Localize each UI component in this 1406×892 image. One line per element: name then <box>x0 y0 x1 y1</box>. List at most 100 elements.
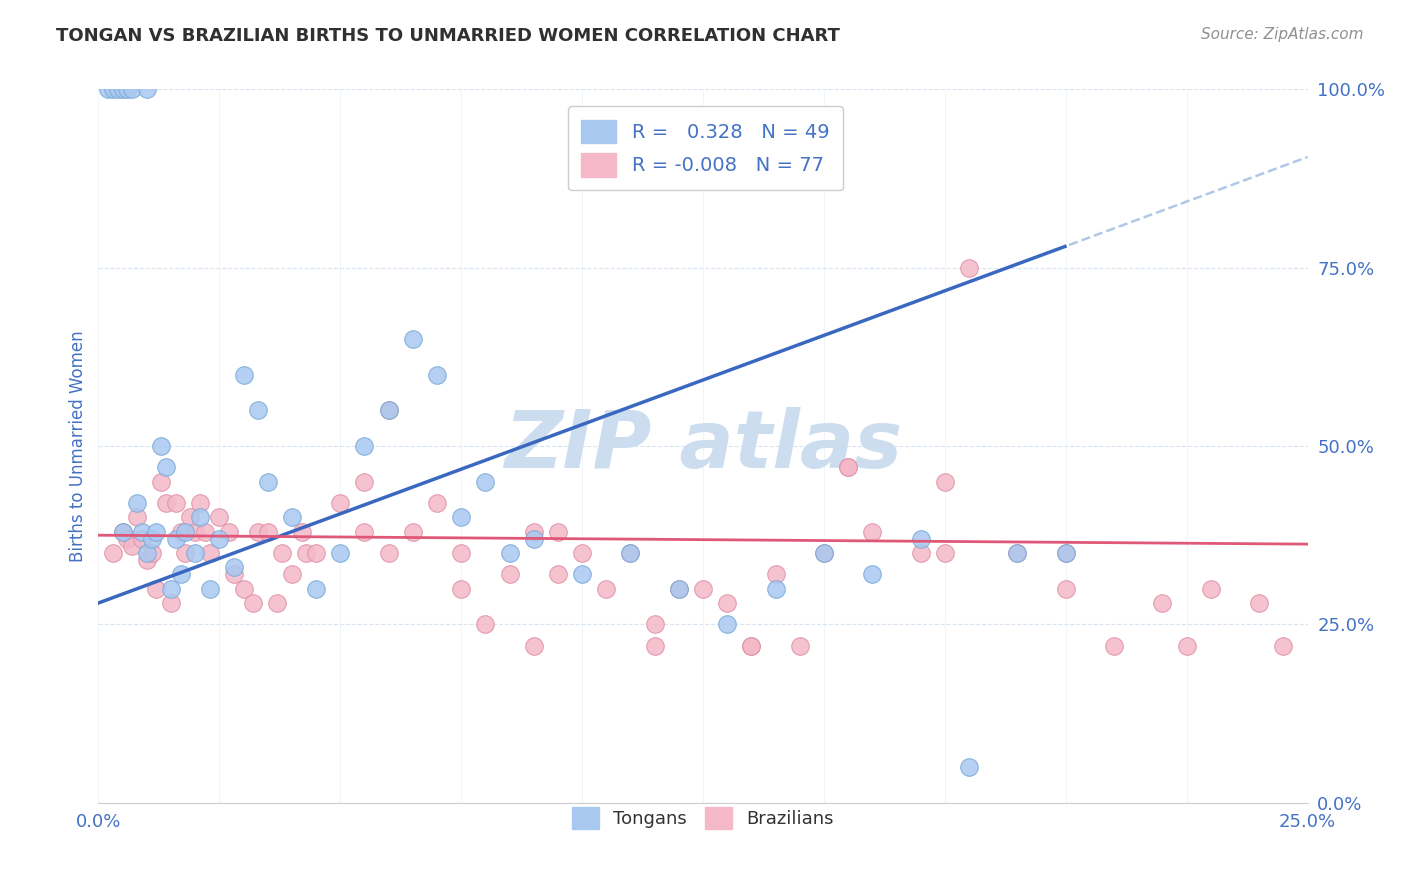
Point <box>97 82 120 96</box>
Y-axis label: Births to Unmarried Women: Births to Unmarried Women <box>69 330 87 562</box>
Point <box>111 524 134 539</box>
Point <box>281 567 304 582</box>
Point <box>107 82 129 96</box>
Point <box>242 596 264 610</box>
Point <box>1007 546 1029 560</box>
Point <box>765 582 787 596</box>
Point <box>1175 639 1198 653</box>
Point <box>117 532 139 546</box>
Point <box>222 567 245 582</box>
Point <box>305 546 328 560</box>
Point <box>135 546 157 560</box>
Point <box>247 524 270 539</box>
Text: Source: ZipAtlas.com: Source: ZipAtlas.com <box>1201 27 1364 42</box>
Point <box>150 475 173 489</box>
Point <box>117 82 139 96</box>
Point <box>644 617 666 632</box>
Point <box>910 532 932 546</box>
Point <box>1054 582 1077 596</box>
Point <box>860 524 883 539</box>
Point <box>101 82 124 96</box>
Point <box>150 439 173 453</box>
Point <box>353 524 375 539</box>
Point <box>179 510 201 524</box>
Point <box>111 524 134 539</box>
Point <box>547 524 569 539</box>
Point <box>377 403 399 417</box>
Point <box>160 582 183 596</box>
Point <box>305 582 328 596</box>
Point <box>141 532 163 546</box>
Point <box>716 617 738 632</box>
Point <box>271 546 294 560</box>
Point <box>571 546 593 560</box>
Point <box>377 403 399 417</box>
Point <box>813 546 835 560</box>
Point <box>910 546 932 560</box>
Point <box>135 82 157 96</box>
Point <box>218 524 240 539</box>
Point <box>135 553 157 567</box>
Point <box>256 524 278 539</box>
Point <box>141 546 163 560</box>
Point <box>426 368 449 382</box>
Point <box>160 596 183 610</box>
Point <box>232 582 254 596</box>
Point <box>198 546 221 560</box>
Point <box>165 532 187 546</box>
Point <box>353 439 375 453</box>
Point <box>208 510 231 524</box>
Point <box>174 546 197 560</box>
Point <box>208 532 231 546</box>
Point <box>934 475 956 489</box>
Point <box>1054 546 1077 560</box>
Point <box>281 510 304 524</box>
Point <box>740 639 762 653</box>
Point <box>1249 596 1271 610</box>
Point <box>198 582 221 596</box>
Point <box>450 546 472 560</box>
Point <box>474 475 496 489</box>
Point <box>377 546 399 560</box>
Point <box>169 567 191 582</box>
Point <box>155 496 177 510</box>
Point <box>498 546 520 560</box>
Point <box>222 560 245 574</box>
Point <box>1054 546 1077 560</box>
Point <box>571 567 593 582</box>
Point <box>789 639 811 653</box>
Point <box>353 475 375 489</box>
Point <box>668 582 690 596</box>
Point <box>131 532 153 546</box>
Text: ZIP atlas: ZIP atlas <box>503 407 903 485</box>
Point <box>1102 639 1125 653</box>
Point <box>188 496 211 510</box>
Point <box>523 532 546 546</box>
Point <box>127 496 149 510</box>
Point <box>155 460 177 475</box>
Point <box>619 546 641 560</box>
Point <box>329 546 352 560</box>
Point <box>121 82 143 96</box>
Point <box>957 260 980 275</box>
Text: TONGAN VS BRAZILIAN BIRTHS TO UNMARRIED WOMEN CORRELATION CHART: TONGAN VS BRAZILIAN BIRTHS TO UNMARRIED … <box>56 27 841 45</box>
Point <box>837 460 859 475</box>
Point <box>145 582 167 596</box>
Point <box>547 567 569 582</box>
Point <box>523 639 546 653</box>
Point <box>184 546 207 560</box>
Point <box>765 567 787 582</box>
Point <box>619 546 641 560</box>
Point <box>1199 582 1222 596</box>
Point <box>523 524 546 539</box>
Point <box>644 639 666 653</box>
Point <box>1152 596 1174 610</box>
Point <box>295 546 318 560</box>
Point <box>111 82 134 96</box>
Point <box>121 539 143 553</box>
Legend: Tongans, Brazilians: Tongans, Brazilians <box>565 800 841 837</box>
Point <box>692 582 714 596</box>
Point <box>329 496 352 510</box>
Point <box>498 567 520 582</box>
Point <box>1272 639 1295 653</box>
